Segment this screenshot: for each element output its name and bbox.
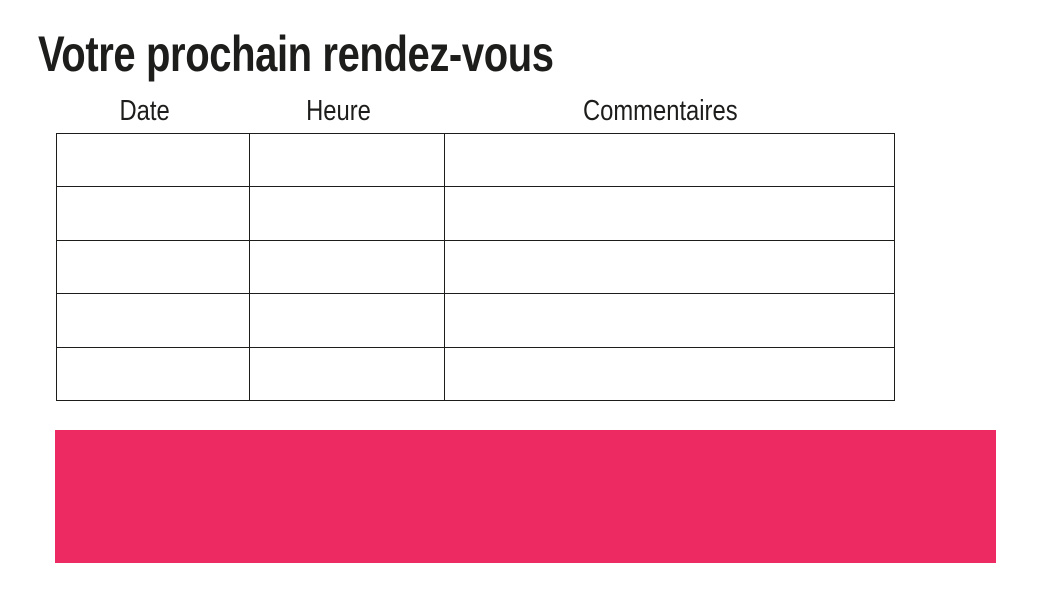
column-header-commentaires: Commentaires	[436, 97, 885, 126]
table-cell	[249, 132, 445, 188]
table-cell	[56, 239, 250, 295]
table-cell	[56, 186, 250, 241]
table-row	[56, 186, 895, 241]
table-cell	[56, 293, 250, 348]
table-row	[56, 132, 895, 188]
pink-banner	[55, 430, 996, 563]
column-header-heure: Heure	[241, 97, 436, 126]
table-cell	[444, 239, 895, 295]
column-header-date: Date	[48, 97, 241, 126]
table-cell	[56, 132, 250, 188]
table-cell	[444, 346, 895, 401]
table-cell	[444, 132, 895, 188]
page-title: Votre prochain rendez-vous	[38, 26, 554, 82]
table-row	[56, 293, 895, 348]
table-column-headers: Date Heure Commentaires	[48, 97, 885, 126]
table-cell	[249, 293, 445, 348]
table-cell	[444, 293, 895, 348]
table-cell	[249, 186, 445, 241]
column-header-heure-label: Heure	[306, 95, 371, 127]
table-cell	[249, 346, 445, 401]
table-row	[56, 346, 895, 401]
table-cell	[249, 239, 445, 295]
table-cell	[444, 186, 895, 241]
appointment-table	[56, 132, 895, 401]
column-header-date-label: Date	[119, 95, 170, 127]
table-cell	[56, 346, 250, 401]
column-header-commentaires-label: Commentaires	[583, 95, 738, 127]
table-row	[56, 239, 895, 295]
